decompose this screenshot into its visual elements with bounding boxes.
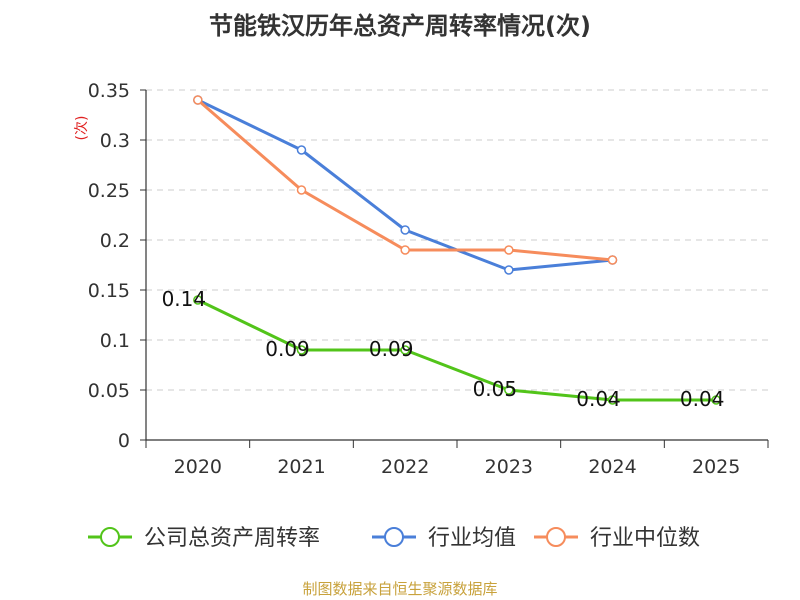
y-tick-label: 0 — [118, 430, 130, 452]
series-line-1 — [197, 298, 717, 402]
x-tick-label: 2021 — [277, 456, 325, 478]
data-point — [193, 95, 203, 105]
chart-title: 节能铁汉历年总资产周转率情况(次) — [209, 12, 591, 40]
x-tick-label: 2025 — [692, 456, 740, 478]
axes: 0 0.05 0.1 0.15 0.2 0.25 0.3 0.35 2020 2021 2022 20… — [88, 80, 769, 478]
data-point — [400, 245, 410, 255]
data-label: 0.09 — [265, 337, 310, 361]
x-tick-label: 2020 — [174, 456, 222, 478]
legend: 公司总资产周转率 行业均值 行业中位数 — [88, 526, 700, 551]
legend-label: 行业均值 — [428, 526, 516, 551]
data-point — [504, 385, 514, 395]
data-point — [296, 145, 307, 155]
data-label: 0.04 — [680, 387, 725, 411]
data-label: 0.14 — [162, 287, 207, 311]
legend-item-3[interactable]: 行业中位数 — [534, 526, 700, 551]
y-tick-label: 0.25 — [88, 180, 130, 202]
data-label: 0.05 — [473, 377, 518, 401]
data-point — [504, 245, 514, 255]
x-tick-label: 2023 — [485, 456, 533, 478]
series-line-2 — [197, 98, 613, 272]
data-point — [296, 345, 307, 355]
data-labels: 0.14 0.09 0.09 0.05 0.04 0.04 — [162, 287, 725, 411]
x-tick-label: 2024 — [588, 456, 636, 478]
legend-item-2[interactable]: 行业均值 — [372, 526, 516, 551]
legend-marker — [100, 527, 120, 547]
y-tick-label: 0.2 — [100, 230, 130, 252]
data-label: 0.09 — [369, 337, 414, 361]
y-tick-label: 0.15 — [88, 280, 130, 302]
legend-item-1[interactable]: 公司总资产周转率 — [88, 526, 320, 551]
source-note: 制图数据来自恒生聚源数据库 — [302, 580, 498, 598]
data-point — [193, 295, 203, 305]
series-line-3 — [196, 98, 613, 262]
data-point — [400, 345, 410, 355]
y-tick-label: 0.3 — [100, 130, 130, 152]
y-tick-label: 0.1 — [100, 330, 130, 352]
legend-label: 公司总资产周转率 — [144, 526, 320, 551]
data-point — [607, 395, 618, 405]
data-label: 0.04 — [576, 387, 621, 411]
legend-label: 行业中位数 — [590, 526, 700, 551]
data-point — [400, 225, 410, 235]
y-tick-label: 0.35 — [88, 80, 130, 102]
grid-lines — [146, 89, 768, 391]
y-axis-label: (次) — [74, 116, 90, 141]
data-point — [296, 185, 307, 195]
legend-marker — [546, 527, 566, 547]
data-point — [504, 265, 514, 275]
x-tick-label: 2022 — [381, 456, 429, 478]
series-lines — [193, 95, 721, 405]
y-tick-label: 0.05 — [88, 380, 130, 402]
data-point — [607, 255, 618, 265]
data-point — [711, 395, 721, 405]
legend-marker — [384, 527, 404, 547]
